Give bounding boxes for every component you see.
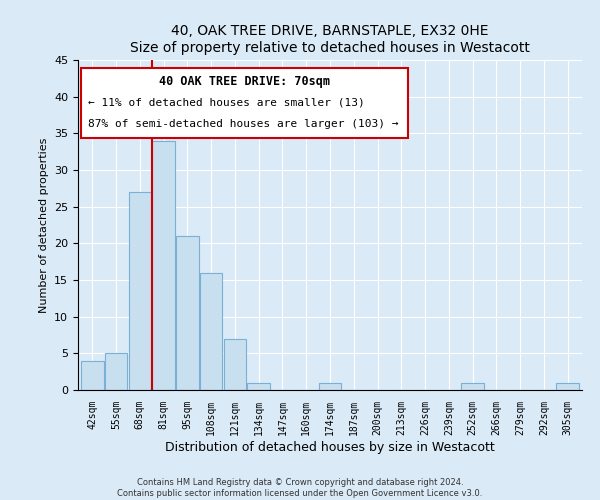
Bar xyxy=(176,236,199,390)
Bar xyxy=(247,382,270,390)
X-axis label: Distribution of detached houses by size in Westacott: Distribution of detached houses by size … xyxy=(165,440,495,454)
Text: ← 11% of detached houses are smaller (13): ← 11% of detached houses are smaller (13… xyxy=(88,98,365,108)
Bar xyxy=(128,192,151,390)
Bar xyxy=(81,360,104,390)
Bar xyxy=(200,272,223,390)
Y-axis label: Number of detached properties: Number of detached properties xyxy=(38,138,49,312)
Bar xyxy=(461,382,484,390)
FancyBboxPatch shape xyxy=(80,68,408,138)
Bar xyxy=(556,382,579,390)
Text: 87% of semi-detached houses are larger (103) →: 87% of semi-detached houses are larger (… xyxy=(88,119,398,129)
Text: 40 OAK TREE DRIVE: 70sqm: 40 OAK TREE DRIVE: 70sqm xyxy=(159,76,330,88)
Bar xyxy=(224,338,246,390)
Bar xyxy=(319,382,341,390)
Title: 40, OAK TREE DRIVE, BARNSTAPLE, EX32 0HE
Size of property relative to detached h: 40, OAK TREE DRIVE, BARNSTAPLE, EX32 0HE… xyxy=(130,24,530,54)
Bar xyxy=(152,140,175,390)
Bar xyxy=(105,354,127,390)
Text: Contains HM Land Registry data © Crown copyright and database right 2024.
Contai: Contains HM Land Registry data © Crown c… xyxy=(118,478,482,498)
